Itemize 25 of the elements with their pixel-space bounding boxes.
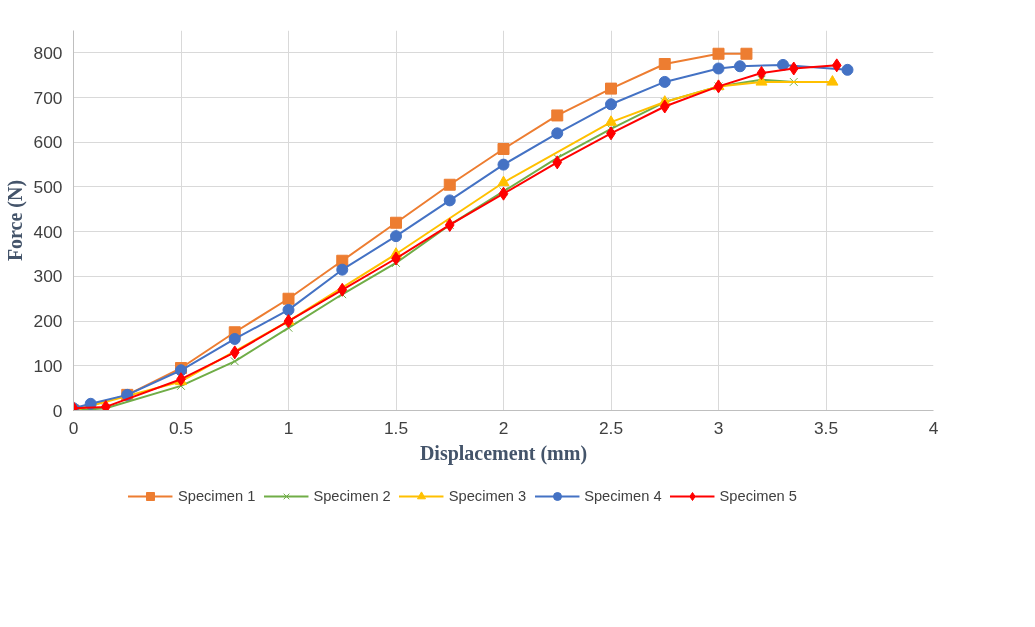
x-tick-label: 0.5 (168, 417, 194, 438)
y-tick-label: 600 (33, 132, 63, 153)
x-tick-label: 1.5 (383, 417, 409, 438)
x-tick-label: 3.5 (813, 417, 839, 438)
x-tick-label: 2 (498, 417, 509, 438)
x-tick-label: 1 (283, 417, 294, 438)
y-tick-label: 500 (33, 176, 63, 197)
legend-label: Specimen 3 (448, 488, 527, 504)
y-tick-label: 300 (33, 266, 63, 287)
y-tick-label: 400 (33, 221, 63, 242)
y-tick-label: 800 (33, 42, 63, 63)
x-tick-label: 3 (713, 417, 724, 438)
legend-label: Specimen 5 (719, 488, 797, 504)
x-tick-label: 0 (68, 417, 79, 438)
x-axis-title: Displacement (mm) (419, 441, 588, 465)
y-tick-label: 100 (33, 355, 63, 376)
y-tick-label: 0 (52, 400, 63, 421)
y-axis-title: Force (N) (3, 179, 27, 262)
x-tick-label: 2.5 (598, 417, 624, 438)
legend-label: Specimen 4 (584, 488, 662, 504)
y-tick-label: 700 (33, 87, 63, 108)
legend-label: Specimen 2 (313, 488, 391, 504)
x-tick-label: 4 (928, 417, 939, 438)
legend-label: Specimen 1 (177, 488, 256, 504)
y-tick-label: 200 (33, 311, 63, 332)
